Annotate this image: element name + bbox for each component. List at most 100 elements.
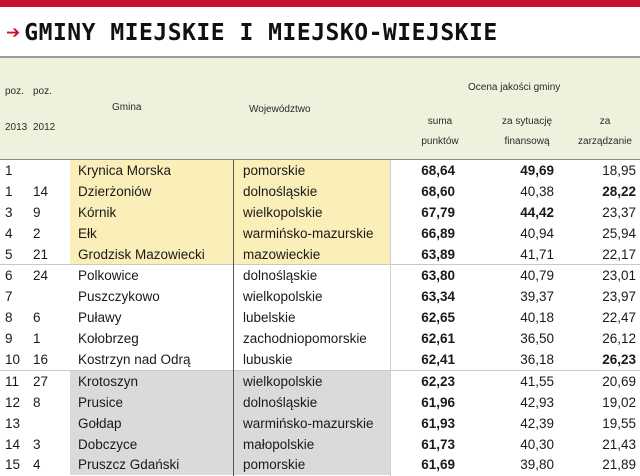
wojewodztwo: wielkopolskie — [243, 289, 323, 305]
wojewodztwo: lubelskie — [243, 310, 296, 326]
wojewodztwo: mazowieckie — [243, 246, 321, 262]
rank-2013: 5 — [5, 246, 13, 262]
header-suma-1: suma — [427, 116, 453, 127]
gmina-name: Puszczykowo — [78, 289, 160, 305]
arrow-right-icon: ➔ — [6, 23, 21, 43]
rank-2013: 7 — [5, 289, 13, 305]
wojewodztwo: dolnośląskie — [243, 183, 318, 199]
table-row: 12 8 Prusice dolnośląskie 61,96 42,93 19,02 — [0, 391, 640, 413]
rank-2013: 15 — [5, 457, 21, 473]
accent-bar — [0, 0, 640, 7]
rank-2013: 10 — [5, 352, 21, 368]
ocena-zarzadzanie: 18,95 — [602, 163, 636, 178]
header-fin-1: za sytuację — [501, 116, 553, 127]
gmina-name: Kołobrzeg — [78, 331, 139, 347]
suma-punktow: 62,61 — [421, 331, 455, 347]
ocena-finanse: 40,38 — [520, 183, 554, 199]
wojewodztwo: pomorskie — [243, 163, 306, 178]
wojewodztwo: wielkopolskie — [243, 204, 323, 220]
column-divider — [233, 160, 234, 476]
ocena-zarzadzanie: 20,69 — [602, 373, 636, 389]
table-row: 9 1 Kołobrzeg zachodniopomorskie 62,61 36,50 2… — [0, 328, 640, 349]
header-fin-2: finansową — [504, 136, 550, 147]
ocena-finanse: 36,18 — [520, 352, 554, 368]
table-row: 11 27 Krotoszyn wielkopolskie 62,23 41,55 20,6… — [0, 370, 640, 392]
column-divider-scores — [390, 160, 391, 476]
table-header: poz. poz. 2013 2012 Gmina Województwo Oc… — [0, 58, 640, 160]
rank-2012: 21 — [33, 246, 49, 262]
ocena-finanse: 42,39 — [520, 415, 554, 431]
table-row: 1 14 Dzierżoniów dolnośląskie 68,60 40,38 28,2… — [0, 180, 640, 202]
ocena-finanse: 49,69 — [520, 163, 554, 178]
table-row: 10 16 Kostrzyn nad Odrą lubuskie 62,41 36,18 2… — [0, 349, 640, 370]
rank-2013: 3 — [5, 204, 13, 220]
ocena-zarzadzanie: 19,02 — [602, 394, 636, 410]
ocena-finanse: 40,94 — [520, 225, 554, 241]
title-rule — [0, 56, 640, 58]
header-year-2013: 2013 — [5, 122, 28, 133]
gmina-name: Kórnik — [78, 204, 117, 220]
suma-punktow: 67,79 — [421, 204, 455, 220]
group-divider — [0, 369, 640, 371]
ocena-finanse: 42,93 — [520, 394, 554, 410]
ocena-zarzadzanie: 22,17 — [602, 246, 636, 262]
ocena-finanse: 39,80 — [520, 457, 554, 473]
rank-2012: 24 — [33, 268, 49, 284]
ocena-zarzadzanie: 26,23 — [602, 352, 636, 368]
wojewodztwo: pomorskie — [243, 457, 306, 473]
gmina-name: Dzierżoniów — [78, 183, 152, 199]
ocena-zarzadzanie: 21,89 — [602, 457, 636, 473]
rank-2013: 9 — [5, 331, 13, 347]
ocena-finanse: 40,79 — [520, 268, 554, 284]
header-ocena: Ocena jakości gminy — [468, 82, 561, 93]
suma-punktow: 62,23 — [421, 373, 455, 389]
table-row: 4 2 Ełk warmińsko-mazurskie 66,89 40,94 25,94 — [0, 222, 640, 244]
rank-2012: 8 — [33, 394, 41, 410]
rank-2013: 1 — [5, 183, 13, 199]
rank-2013: 13 — [5, 415, 21, 431]
ocena-zarzadzanie: 19,55 — [602, 415, 636, 431]
ocena-zarzadzanie: 23,01 — [602, 268, 636, 284]
table-row: 8 6 Puławy lubelskie 62,65 40,18 22,47 — [0, 307, 640, 328]
wojewodztwo: lubuskie — [243, 352, 293, 368]
table-row: 6 24 Polkowice dolnośląskie 63,80 40,79 23,01 — [0, 265, 640, 286]
ocena-finanse: 41,55 — [520, 373, 554, 389]
gmina-name: Krotoszyn — [78, 373, 139, 389]
ranking-table: 1 Krynica Morska pomorskie 68,64 49,69 18,95 1… — [0, 160, 640, 476]
ocena-zarzadzanie: 25,94 — [602, 225, 636, 241]
ocena-finanse: 39,37 — [520, 289, 554, 305]
rank-2012: 27 — [33, 373, 49, 389]
table-row: 13 Gołdap warmińsko-mazurskie 61,93 42,39 19,… — [0, 412, 640, 434]
suma-punktow: 62,65 — [421, 310, 455, 326]
rank-2012: 2 — [33, 225, 41, 241]
header-wojewodztwo: Województwo — [249, 104, 311, 115]
rank-2013: 6 — [5, 268, 13, 284]
table-row: 14 3 Dobczyce małopolskie 61,73 40,30 21,43 — [0, 433, 640, 455]
wojewodztwo: małopolskie — [243, 436, 315, 452]
rank-2012: 1 — [33, 331, 41, 347]
wojewodztwo: zachodniopomorskie — [243, 331, 367, 347]
rank-2012: 9 — [33, 204, 41, 220]
table-row: 3 9 Kórnik wielkopolskie 67,79 44,42 23,37 — [0, 201, 640, 223]
ocena-zarzadzanie: 23,97 — [602, 289, 636, 305]
gmina-name: Polkowice — [78, 268, 139, 284]
rank-2012: 16 — [33, 352, 49, 368]
header-year-2012: 2012 — [33, 122, 56, 133]
ocena-zarzadzanie: 28,22 — [602, 183, 636, 199]
rank-2013: 12 — [5, 394, 21, 410]
ocena-finanse: 36,50 — [520, 331, 554, 347]
wojewodztwo: dolnośląskie — [243, 394, 318, 410]
rank-2013: 1 — [5, 163, 13, 178]
suma-punktow: 61,69 — [421, 457, 455, 473]
suma-punktow: 63,80 — [421, 268, 455, 284]
rank-2012: 4 — [33, 457, 41, 473]
rank-2013: 11 — [5, 373, 20, 389]
header-suma-2: punktów — [421, 136, 459, 147]
header-divider — [0, 159, 640, 160]
wojewodztwo: warmińsko-mazurskie — [243, 415, 374, 431]
rank-2013: 8 — [5, 310, 13, 326]
suma-punktow: 61,96 — [421, 394, 455, 410]
gmina-name: Puławy — [78, 310, 122, 326]
gmina-name: Grodzisk Mazowiecki — [78, 246, 205, 262]
page-title: ➔ GMINY MIEJSKIE I MIEJSKO-WIEJSKIE — [6, 18, 498, 48]
